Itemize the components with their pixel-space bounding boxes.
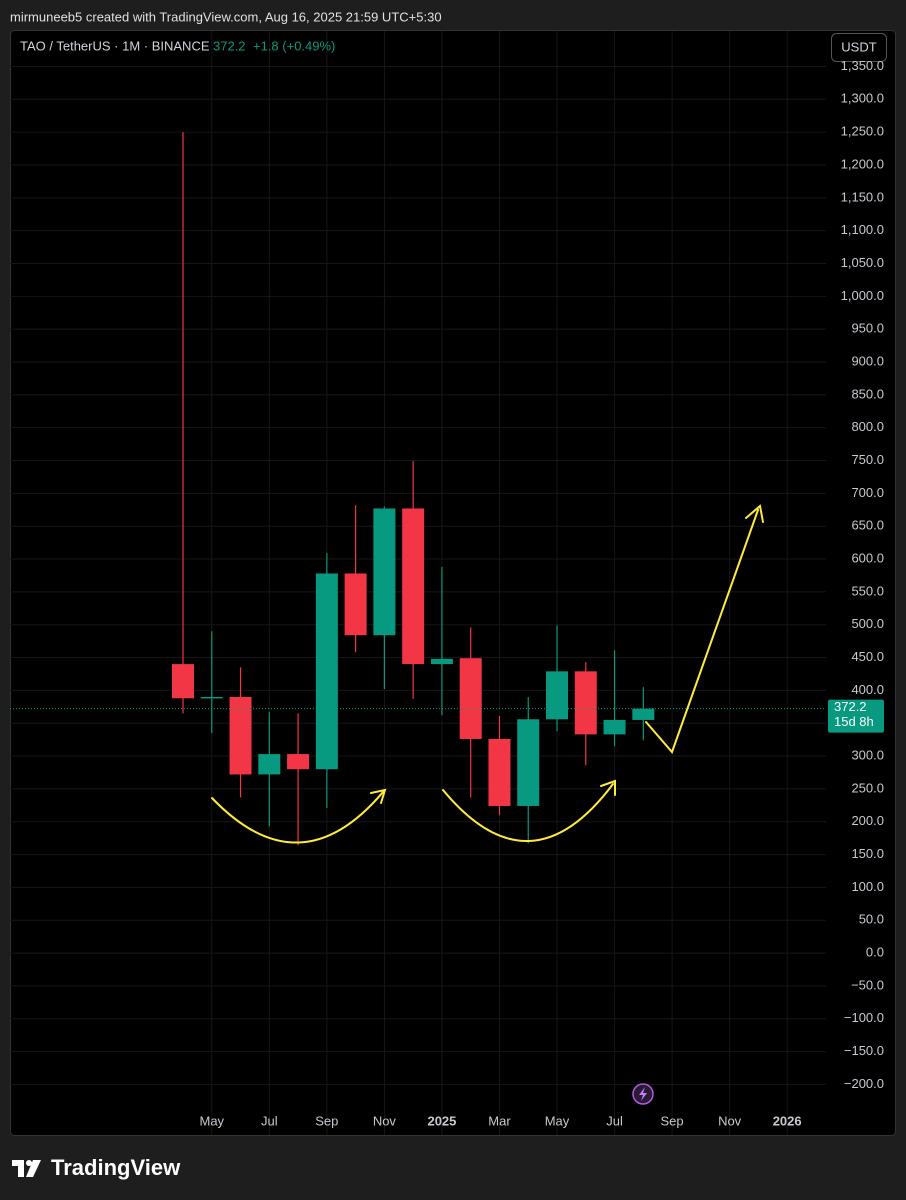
currency-label[interactable]: USDT bbox=[841, 39, 876, 54]
candle-body bbox=[200, 696, 223, 699]
y-tick-label: 100.0 bbox=[851, 879, 884, 894]
x-tick-label: May bbox=[545, 1113, 570, 1128]
y-tick-label: 400.0 bbox=[851, 682, 884, 697]
annotations bbox=[211, 504, 764, 844]
chart-panel bbox=[10, 30, 896, 1136]
attribution: mirmuneeb5 created with TradingView.com,… bbox=[10, 9, 442, 24]
y-tick-label: 600.0 bbox=[851, 550, 884, 565]
y-tick-label: 300.0 bbox=[851, 747, 884, 762]
event-icon-bolt bbox=[639, 1087, 647, 1101]
x-tick-label: Nov bbox=[373, 1113, 397, 1128]
logo-shape bbox=[26, 1160, 32, 1166]
arc-annotation bbox=[442, 783, 614, 842]
candle-body bbox=[603, 719, 626, 735]
candle-body bbox=[402, 508, 425, 665]
y-tick-label: 800.0 bbox=[851, 419, 884, 434]
candle-body bbox=[287, 754, 310, 770]
candle-body bbox=[546, 671, 569, 720]
y-tick-label: −150.0 bbox=[844, 1043, 884, 1058]
y-tick-label: 750.0 bbox=[851, 452, 884, 467]
candle-body bbox=[229, 696, 252, 775]
candle-body bbox=[517, 719, 540, 806]
y-tick-label: 1,200.0 bbox=[841, 156, 884, 171]
candle-body bbox=[632, 708, 655, 720]
y-tick-label: 1,000.0 bbox=[841, 288, 884, 303]
y-tick-label: 850.0 bbox=[851, 386, 884, 401]
x-tick-label: Sep bbox=[661, 1113, 684, 1128]
header-price: 372.2 bbox=[213, 38, 246, 53]
y-tick-label: 650.0 bbox=[851, 518, 884, 533]
y-tick-label: 950.0 bbox=[851, 321, 884, 336]
y-tick-label: 1,250.0 bbox=[841, 124, 884, 139]
currency-button[interactable] bbox=[831, 33, 887, 62]
x-tick-label: 2025 bbox=[427, 1113, 456, 1128]
y-tick-label: 900.0 bbox=[851, 353, 884, 368]
brand-logo bbox=[12, 1160, 41, 1177]
countdown-label: 15d 8h bbox=[834, 714, 874, 729]
candle-body bbox=[344, 573, 367, 636]
arrow-annotation bbox=[645, 509, 759, 754]
x-tick-label: Jul bbox=[261, 1113, 278, 1128]
y-tick-label: −200.0 bbox=[844, 1076, 884, 1091]
y-tick-label: 450.0 bbox=[851, 649, 884, 664]
arc-annotation bbox=[211, 791, 384, 844]
candle-body bbox=[172, 664, 194, 699]
brand: TradingView bbox=[51, 1155, 181, 1180]
candle-body bbox=[258, 754, 281, 775]
x-tick-label: Mar bbox=[488, 1113, 511, 1128]
price-label: 372.2 bbox=[834, 699, 867, 714]
logo-shape bbox=[12, 1160, 24, 1177]
candle-body bbox=[373, 508, 396, 636]
y-tick-label: 500.0 bbox=[851, 616, 884, 631]
y-tick-label: 1,300.0 bbox=[841, 91, 884, 106]
x-tick-label: Jul bbox=[606, 1113, 623, 1128]
y-tick-label: 150.0 bbox=[851, 846, 884, 861]
y-tick-label: 550.0 bbox=[851, 583, 884, 598]
y-tick-label: 1,350.0 bbox=[841, 58, 884, 73]
y-tick-label: 0.0 bbox=[866, 945, 884, 960]
y-tick-label: 50.0 bbox=[859, 912, 884, 927]
y-tick-label: 250.0 bbox=[851, 780, 884, 795]
y-tick-label: −50.0 bbox=[851, 977, 884, 992]
chart-title: TAO / TetherUS · 1M · BINANCE bbox=[20, 38, 210, 53]
candle-body bbox=[459, 658, 482, 739]
candle-body bbox=[315, 573, 338, 770]
candle-body bbox=[430, 658, 453, 665]
x-tick-label: May bbox=[199, 1113, 224, 1128]
candle-body bbox=[574, 671, 597, 735]
header-change: +1.8 (+0.49%) bbox=[253, 38, 335, 53]
y-tick-label: 1,150.0 bbox=[841, 189, 884, 204]
price-label-box bbox=[828, 699, 884, 733]
y-tick-label: 1,100.0 bbox=[841, 222, 884, 237]
arrow-head bbox=[745, 504, 764, 523]
y-tick-label: −100.0 bbox=[844, 1010, 884, 1025]
x-tick-label: Sep bbox=[315, 1113, 338, 1128]
x-tick-label: 2026 bbox=[773, 1113, 802, 1128]
logo-shape bbox=[26, 1160, 41, 1177]
y-tick-label: 700.0 bbox=[851, 485, 884, 500]
arrow-head bbox=[370, 788, 387, 804]
arrow-head bbox=[600, 779, 616, 796]
y-tick-label: 200.0 bbox=[851, 813, 884, 828]
grid bbox=[10, 31, 826, 1135]
y-tick-label: 1,050.0 bbox=[841, 255, 884, 270]
x-tick-label: Nov bbox=[718, 1113, 742, 1128]
candle-body bbox=[488, 738, 511, 806]
plot bbox=[10, 132, 826, 846]
